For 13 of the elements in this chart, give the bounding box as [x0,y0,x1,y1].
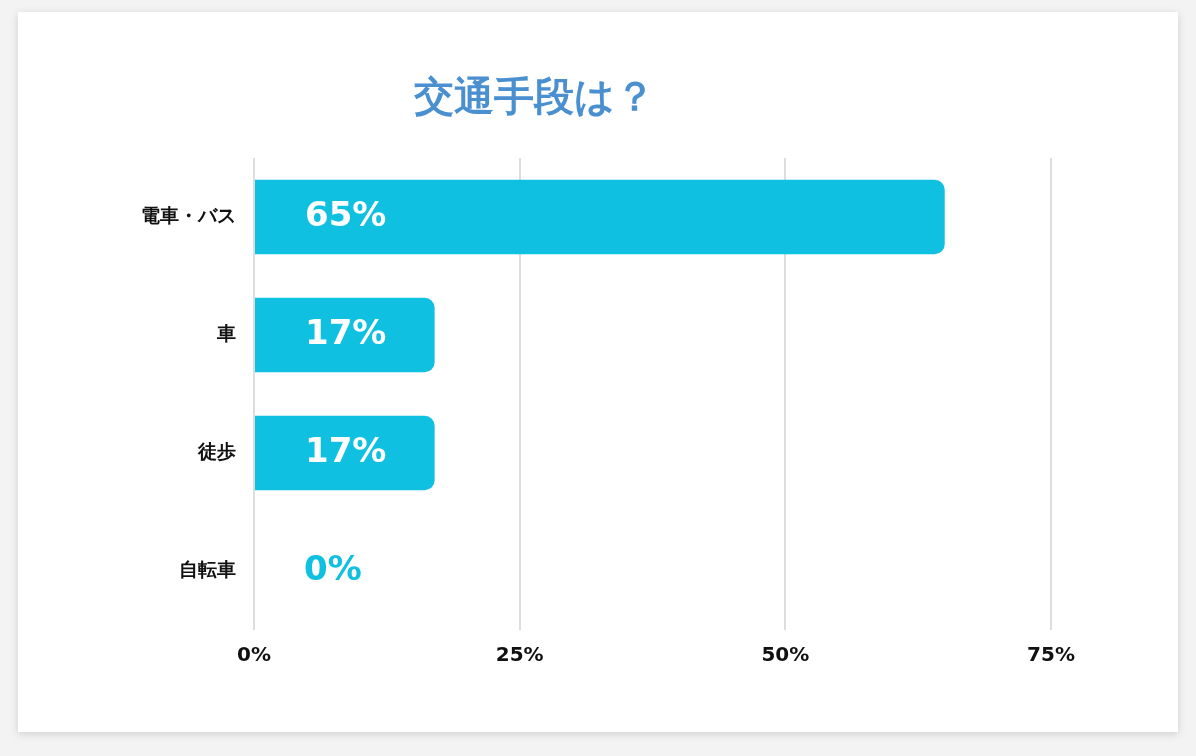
data-label: 17% [305,311,387,352]
x-tick-label: 75% [1027,642,1075,667]
data-label: 0% [304,547,362,588]
data-label: 65% [305,193,387,234]
data-label: 17% [305,429,387,470]
y-tick-label: 車 [216,321,236,344]
x-tick-label: 25% [495,642,544,667]
y-tick-label: 徒歩 [197,439,236,462]
x-tick-label: 0% [237,642,271,667]
chart-title: 交通手段は？ [413,73,655,120]
y-tick-label: 自転車 [179,557,236,580]
y-tick-label: 電車・バス [141,203,236,226]
x-tick-label: 50% [761,642,810,667]
